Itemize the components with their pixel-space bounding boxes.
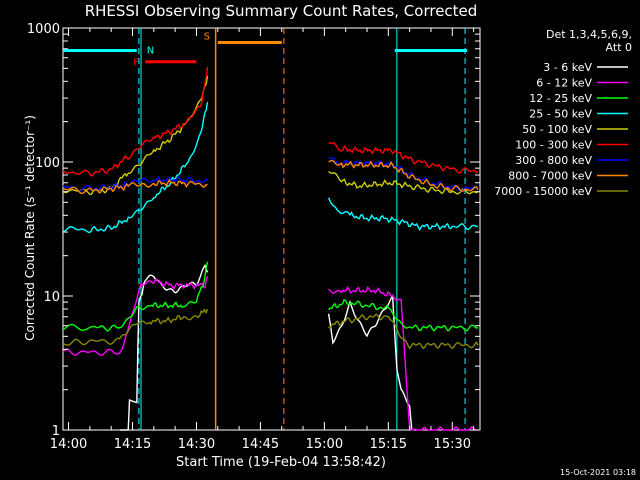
legend-entry-label: 25 - 50 keV [529, 108, 592, 121]
x-tick-label: 15:30 [434, 437, 471, 452]
legend-entry-label: 50 - 100 keV [522, 123, 592, 136]
series-line [328, 141, 479, 174]
series-line [328, 286, 478, 431]
plot-frame [62, 27, 481, 431]
legend: Det 1,3,4,5,6,9, Att 0 3 - 6 keV 6 - 12 k… [494, 28, 632, 198]
flare-marker-label: F [133, 58, 139, 69]
y-tick-label: 10 [43, 290, 60, 305]
x-tick-label: 15:00 [306, 437, 343, 452]
night-marker-label: N [147, 45, 154, 56]
legend-entry-label: 12 - 25 keV [529, 92, 592, 105]
legend-header-line-2: Att 0 [606, 41, 632, 54]
legend-entry-label: 300 - 800 keV [515, 154, 592, 167]
legend-entry-label: 7000 - 15000 keV [494, 185, 592, 198]
series-line [328, 159, 479, 192]
x-tick-label: 15:15 [370, 437, 407, 452]
legend-entry-label: 3 - 6 keV [543, 61, 592, 74]
x-tick-label: 14:30 [178, 437, 215, 452]
series-line [327, 197, 478, 232]
series-line [62, 308, 209, 346]
legend-header-line-1: Det 1,3,4,5,6,9, [546, 28, 632, 41]
series-line [328, 170, 479, 195]
time-markers: NF S [63, 28, 468, 430]
saa-marker-label: S [204, 31, 210, 42]
footer-timestamp: 15-Oct-2021 03:18 [560, 468, 636, 477]
series-line [62, 101, 209, 234]
y-axis-label-group: Corrected Count Rate (s⁻¹ detector⁻¹) [23, 115, 37, 341]
series-line [62, 178, 208, 195]
series-line [62, 75, 209, 196]
series-line [62, 261, 209, 332]
y-tick-label: 1 [52, 424, 60, 439]
series-line [62, 67, 209, 177]
axis-ticks: 14:00 14:15 14:30 14:45 15:00 15:15 15:30 1 10 10… [27, 22, 480, 452]
plot-border [62, 27, 481, 431]
legend-entry-label: 6 - 12 keV [536, 77, 592, 90]
y-tick-label: 1000 [27, 22, 60, 37]
series-group [62, 67, 479, 431]
series-line [119, 263, 209, 431]
series-line [327, 293, 413, 431]
series-line [328, 313, 479, 350]
x-axis-label: Start Time (19-Feb-04 13:58:42) [176, 455, 386, 470]
legend-entry-label: 100 - 300 keV [515, 139, 592, 152]
x-tick-label: 14:15 [114, 437, 151, 452]
legend-entry-label: 800 - 7000 keV [508, 170, 592, 183]
chart-title: RHESSI Observing Summary Count Rates, Co… [85, 2, 478, 20]
x-tick-label: 14:45 [242, 437, 279, 452]
y-tick-label: 100 [35, 156, 60, 171]
series-line [328, 298, 479, 332]
series-line [62, 175, 209, 192]
series-line [62, 276, 209, 356]
y-axis-label: Corrected Count Rate (s⁻¹ detector⁻¹) [23, 115, 37, 341]
x-tick-label: 14:00 [50, 437, 87, 452]
